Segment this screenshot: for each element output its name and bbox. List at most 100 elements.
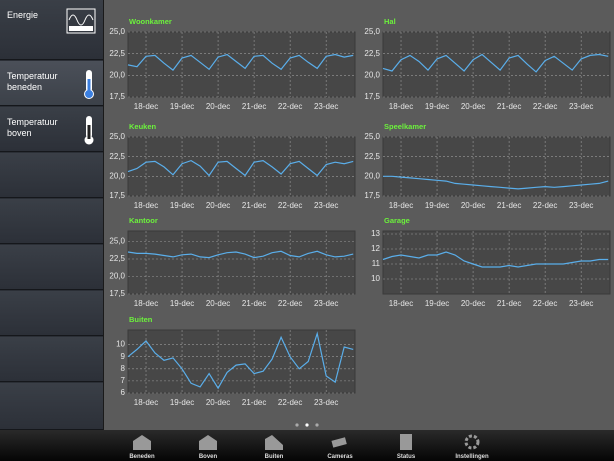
chart-title: Buiten bbox=[129, 315, 153, 324]
x-tick-label: 23-dec bbox=[569, 201, 593, 210]
thermometer-icon bbox=[84, 116, 94, 145]
tab[interactable]: Status bbox=[376, 430, 436, 461]
tab-label: Instellingen bbox=[455, 454, 489, 460]
y-tick-label: 22,5 bbox=[109, 254, 125, 263]
y-tick-label: 22,5 bbox=[109, 49, 125, 58]
tab-label: Cameras bbox=[327, 454, 353, 460]
x-tick-label: 19-dec bbox=[425, 102, 449, 111]
menu-label: Energie bbox=[7, 10, 39, 20]
y-tick-label: 8 bbox=[121, 364, 126, 373]
y-tick-label: 20,0 bbox=[109, 171, 125, 180]
y-tick-label: 25,0 bbox=[364, 132, 380, 141]
x-tick-label: 19-dec bbox=[425, 299, 449, 308]
plot-area bbox=[127, 136, 356, 197]
tab[interactable]: Buiten bbox=[244, 430, 304, 461]
chart-title: Speelkamer bbox=[384, 122, 426, 131]
y-tick-label: 20,0 bbox=[364, 70, 380, 79]
tab[interactable]: Boven bbox=[178, 430, 238, 461]
plot-area bbox=[382, 31, 611, 98]
tab[interactable]: Instellingen bbox=[442, 430, 502, 461]
x-tick-label: 22-dec bbox=[533, 102, 557, 111]
x-tick-label: 18-dec bbox=[389, 299, 413, 308]
tab-label: Status bbox=[396, 454, 416, 460]
x-tick-label: 18-dec bbox=[134, 398, 158, 407]
menu-item[interactable]: Temperatuur beneden bbox=[0, 61, 103, 106]
charts: Woonkamer 17,5 20,0 22,5 25,0 18-dec 19-dec 20-… bbox=[109, 17, 611, 427]
tab-bar: Beneden Boven Buiten Cameras Status Inst… bbox=[0, 430, 614, 461]
x-tick-label: 21-dec bbox=[497, 201, 521, 210]
y-tick-label: 17,5 bbox=[109, 289, 125, 298]
y-tick-label: 22,5 bbox=[364, 152, 380, 161]
menu-item bbox=[0, 337, 103, 382]
x-tick-label: 23-dec bbox=[314, 102, 338, 111]
x-tick-label: 23-dec bbox=[569, 299, 593, 308]
y-tick-label: 25,0 bbox=[109, 237, 125, 246]
tab[interactable]: Beneden bbox=[112, 430, 172, 461]
y-tick-label: 17,5 bbox=[109, 191, 125, 200]
x-tick-label: 20-dec bbox=[461, 201, 485, 210]
plot-area bbox=[127, 31, 356, 98]
x-tick-label: 21-dec bbox=[242, 398, 266, 407]
y-tick-label: 11 bbox=[372, 259, 381, 268]
x-tick-label: 18-dec bbox=[389, 201, 413, 210]
x-tick-label: 20-dec bbox=[206, 299, 230, 308]
tab-icon bbox=[400, 434, 412, 450]
chart-title: Hal bbox=[384, 17, 396, 26]
x-tick-label: 19-dec bbox=[170, 201, 194, 210]
menu-item bbox=[0, 291, 103, 336]
x-tick-label: 23-dec bbox=[569, 102, 593, 111]
x-tick-label: 21-dec bbox=[242, 201, 266, 210]
y-tick-label: 17,5 bbox=[364, 92, 380, 101]
tab[interactable]: Cameras bbox=[310, 430, 370, 461]
data-line bbox=[127, 159, 354, 177]
y-tick-label: 22,5 bbox=[364, 49, 380, 58]
chart-title: Keuken bbox=[129, 122, 157, 131]
menu-item[interactable]: Temperatuur boven bbox=[0, 107, 103, 152]
y-tick-label: 12 bbox=[371, 244, 380, 253]
plot-area bbox=[382, 230, 611, 295]
y-tick-label: 9 bbox=[121, 352, 126, 361]
sidebar: Energie Temperatuur beneden Temperatuur … bbox=[0, 0, 104, 430]
y-tick-label: 20,0 bbox=[109, 272, 125, 281]
y-tick-label: 10 bbox=[116, 340, 125, 349]
y-tick-label: 13 bbox=[371, 229, 380, 238]
data-line bbox=[127, 250, 354, 259]
tab-icon bbox=[199, 435, 217, 450]
x-tick-label: 21-dec bbox=[242, 102, 266, 111]
x-tick-label: 18-dec bbox=[134, 102, 158, 111]
x-tick-label: 23-dec bbox=[314, 201, 338, 210]
menu-item bbox=[0, 199, 103, 244]
menu-item[interactable]: Energie bbox=[0, 0, 103, 60]
chart-title: Garage bbox=[384, 216, 410, 225]
thermometer-icon bbox=[84, 70, 94, 99]
tab-icon bbox=[464, 434, 480, 450]
x-tick-label: 18-dec bbox=[134, 201, 158, 210]
x-tick-label: 23-dec bbox=[314, 398, 338, 407]
y-tick-label: 20,0 bbox=[364, 171, 380, 180]
y-tick-label: 17,5 bbox=[109, 92, 125, 101]
tab-label: Beneden bbox=[129, 454, 155, 460]
y-tick-label: 6 bbox=[121, 388, 126, 397]
x-tick-label: 19-dec bbox=[170, 398, 194, 407]
page-dot[interactable] bbox=[315, 423, 319, 427]
x-tick-label: 22-dec bbox=[278, 201, 302, 210]
x-tick-label: 19-dec bbox=[425, 201, 449, 210]
page-dot[interactable] bbox=[295, 423, 299, 427]
x-tick-label: 18-dec bbox=[134, 299, 158, 308]
x-tick-label: 20-dec bbox=[461, 102, 485, 111]
y-tick-label: 17,5 bbox=[364, 191, 380, 200]
x-tick-label: 22-dec bbox=[278, 299, 302, 308]
x-tick-label: 20-dec bbox=[206, 201, 230, 210]
plot-area bbox=[127, 329, 356, 394]
y-tick-label: 25,0 bbox=[109, 27, 125, 36]
page-dot[interactable] bbox=[305, 423, 309, 427]
menu-item bbox=[0, 383, 103, 430]
x-tick-label: 18-dec bbox=[389, 102, 413, 111]
tab-label: Buiten bbox=[264, 454, 284, 460]
x-tick-label: 21-dec bbox=[242, 299, 266, 308]
data-line bbox=[382, 53, 609, 73]
data-line bbox=[383, 175, 609, 190]
tab-icon bbox=[133, 435, 151, 450]
x-tick-label: 22-dec bbox=[278, 398, 302, 407]
